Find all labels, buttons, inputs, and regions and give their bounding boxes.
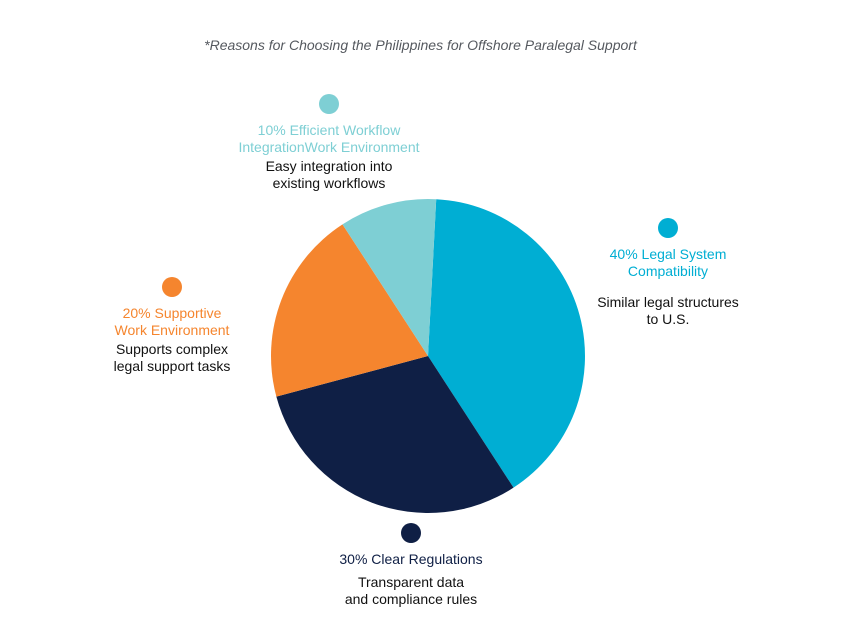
pie-slice-clear-regulations (276, 356, 514, 513)
legend-dot-legal-system (658, 218, 678, 238)
pie-slice-efficient-workflow (342, 199, 437, 356)
label-heading-legal-system: 40% Legal System Compatibility (609, 246, 727, 279)
label-efficient-workflow: 10% Efficient Workflow IntegrationWork E… (214, 94, 444, 192)
label-heading-efficient-workflow: 10% Efficient Workflow IntegrationWork E… (238, 122, 420, 155)
label-clear-regulations: 30% Clear Regulations Transparent data a… (311, 523, 511, 608)
label-legal-system: 40% Legal System Compatibility Similar l… (568, 218, 768, 328)
label-supportive-work: 20% Supportive Work Environment Supports… (92, 277, 252, 375)
legend-dot-clear-regulations (401, 523, 421, 543)
label-description-supportive-work: Supports complex legal support tasks (113, 341, 231, 374)
pie-slice-legal-system (428, 199, 585, 488)
legend-dot-efficient-workflow (319, 94, 339, 114)
chart-title: *Reasons for Choosing the Philippines fo… (204, 37, 637, 53)
label-heading-supportive-work: 20% Supportive Work Environment (114, 305, 230, 338)
legend-dot-supportive-work (162, 277, 182, 297)
label-description-efficient-workflow: Easy integration into existing workflows (265, 158, 393, 191)
pie-slice-supportive-work (271, 224, 428, 397)
label-heading-clear-regulations: 30% Clear Regulations (339, 551, 483, 567)
label-description-legal-system: Similar legal structures to U.S. (597, 294, 739, 327)
label-description-clear-regulations: Transparent data and compliance rules (344, 574, 478, 607)
